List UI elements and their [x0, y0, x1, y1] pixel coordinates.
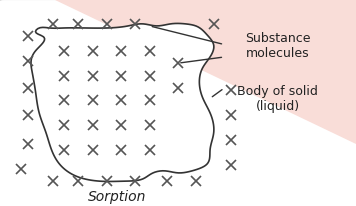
- Polygon shape: [53, 0, 356, 144]
- Text: Substance
molecules: Substance molecules: [245, 31, 310, 59]
- Text: Sorption: Sorption: [88, 189, 147, 203]
- Polygon shape: [31, 24, 214, 181]
- Text: Body of solid
(liquid): Body of solid (liquid): [237, 85, 318, 113]
